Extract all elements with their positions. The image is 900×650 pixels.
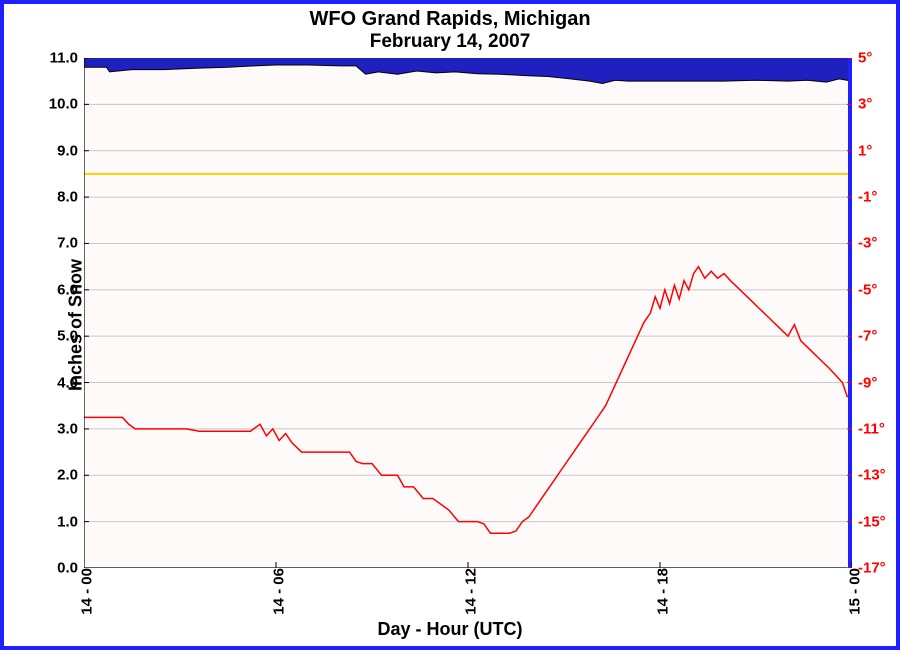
y-left-tick: 7.0 xyxy=(57,235,84,252)
y-right-tick: -7° xyxy=(852,328,877,345)
y-left-tick: 11.0 xyxy=(50,50,84,67)
chart-title: WFO Grand Rapids, Michigan February 14, … xyxy=(4,8,896,53)
y-right-tick: -5° xyxy=(852,281,877,298)
y-left-tick: 9.0 xyxy=(57,142,84,159)
y-right-tick: -1° xyxy=(852,189,877,206)
y-left-tick: 1.0 xyxy=(57,513,84,530)
plot-svg xyxy=(84,58,852,568)
y-right-tick: -13° xyxy=(852,467,886,484)
title-line-2: February 14, 2007 xyxy=(4,31,896,53)
y-right-tick: -15° xyxy=(852,513,886,530)
y-left-tick: 4.0 xyxy=(57,374,84,391)
y-right-tick: -11° xyxy=(852,420,885,437)
x-tick: 14 - 12 xyxy=(457,568,480,615)
y-left-tick: 10.0 xyxy=(49,96,84,113)
x-tick: 14 - 18 xyxy=(649,568,672,615)
y-left-tick: 6.0 xyxy=(57,281,84,298)
x-axis-label: Day - Hour (UTC) xyxy=(4,619,896,640)
x-tick: 14 - 00 xyxy=(73,568,96,615)
plot-area: 0.01.02.03.04.05.06.07.08.09.010.011.0-1… xyxy=(84,58,852,568)
x-tick: 14 - 06 xyxy=(265,568,288,615)
chart-frame: WFO Grand Rapids, Michigan February 14, … xyxy=(0,0,900,650)
x-tick: 15 - 00 xyxy=(841,568,864,615)
y-right-tick: -9° xyxy=(852,374,877,391)
y-left-tick: 2.0 xyxy=(57,467,84,484)
y-right-tick: 1° xyxy=(852,142,872,159)
y-left-tick: 5.0 xyxy=(57,328,84,345)
y-right-tick: -3° xyxy=(852,235,877,252)
y-right-tick: 3° xyxy=(852,96,872,113)
title-line-1: WFO Grand Rapids, Michigan xyxy=(4,8,896,31)
y-right-tick: 5° xyxy=(852,50,872,67)
y-left-tick: 8.0 xyxy=(57,189,84,206)
y-left-tick: 3.0 xyxy=(57,420,84,437)
